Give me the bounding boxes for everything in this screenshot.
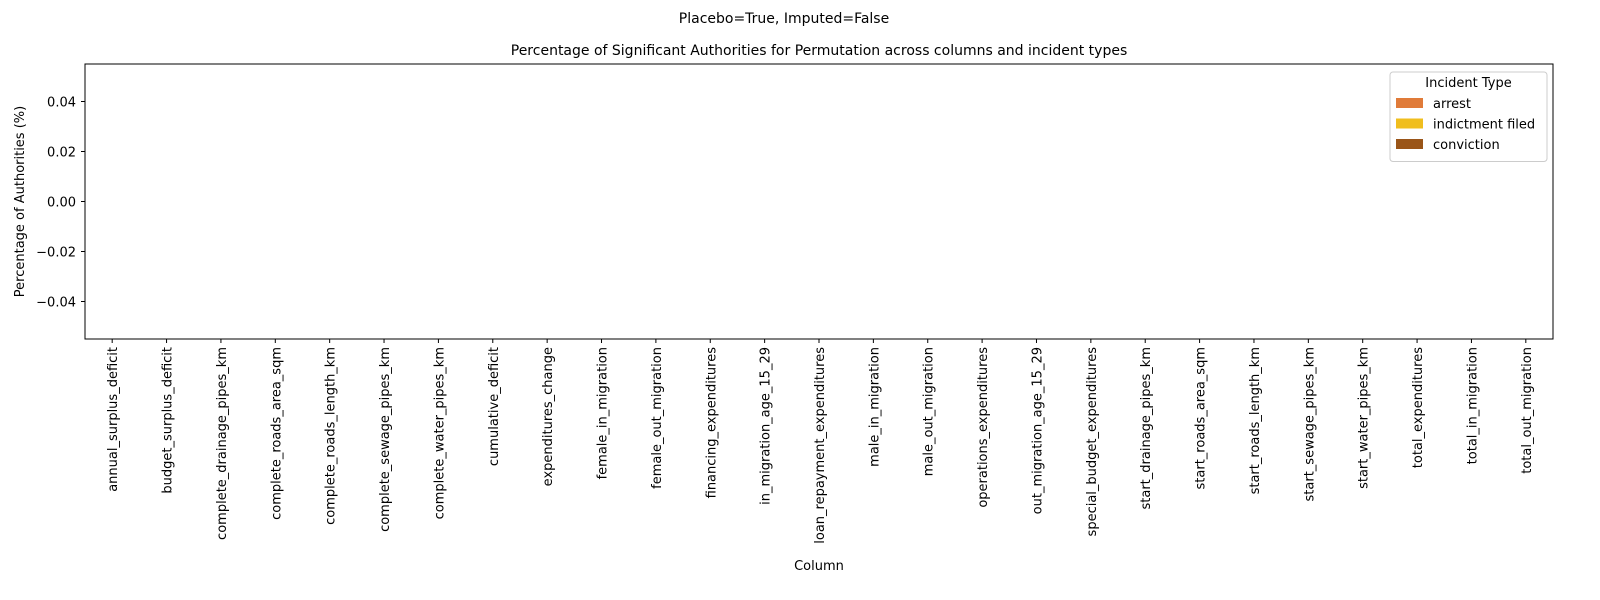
x-tick-label: start_drainage_pipes_km xyxy=(1139,347,1154,510)
x-tick-label: in_migration_age_15_29 xyxy=(759,347,774,505)
plot-frame xyxy=(84,63,1554,340)
y-tick-label: −0.02 xyxy=(36,246,76,261)
x-tick-label: operations_expenditures xyxy=(976,347,991,508)
chart-title: Percentage of Significant Authorities fo… xyxy=(511,43,1128,59)
x-tick-label: special_budget_expenditures xyxy=(1085,347,1100,537)
x-tick-label: female_in_migration xyxy=(596,347,611,479)
legend-swatch xyxy=(1396,139,1423,149)
x-tick-label: out_migration_age_15_29 xyxy=(1030,347,1045,514)
y-tick-label: −0.04 xyxy=(36,296,76,311)
x-tick-label: expenditures_change xyxy=(541,347,556,486)
x-tick-label: budget_surplus_deficit xyxy=(161,347,176,494)
x-tick-label: start_roads_length_km xyxy=(1248,347,1263,494)
x-tick-label: total_out_migration xyxy=(1520,347,1535,474)
x-tick-label: financing_expenditures xyxy=(704,347,719,499)
x-tick-label: start_water_pipes_km xyxy=(1357,347,1372,489)
x-tick-label: complete_sewage_pipes_km xyxy=(378,347,393,532)
x-tick-label: start_sewage_pipes_km xyxy=(1302,347,1317,501)
x-tick-label: complete_drainage_pipes_km xyxy=(215,347,230,540)
x-tick-label: male_out_migration xyxy=(922,347,937,476)
x-tick-label: complete_water_pipes_km xyxy=(432,347,447,519)
x-axis-label: Column xyxy=(794,559,844,574)
x-tick-label: female_out_migration xyxy=(650,347,665,489)
x-tick-label: total_expenditures xyxy=(1411,347,1426,468)
legend-title: Incident Type xyxy=(1425,76,1511,91)
x-tick-label: total_in_migration xyxy=(1465,347,1480,464)
x-tick-label: complete_roads_area_sqm xyxy=(269,347,284,520)
y-axis-label: Percentage of Authorities (%) xyxy=(13,106,28,297)
x-tick-label: male_in_migration xyxy=(867,347,882,467)
legend-label: arrest xyxy=(1433,97,1471,112)
x-tick-label: cumulative_deficit xyxy=(487,347,502,466)
x-tick-label: loan_repayment_expenditures xyxy=(813,347,828,544)
y-tick-label: 0.02 xyxy=(47,146,76,161)
y-tick-label: 0.04 xyxy=(47,96,76,111)
x-tick-label: start_roads_area_sqm xyxy=(1194,347,1209,489)
chart-suptitle: Placebo=True, Imputed=False xyxy=(679,11,889,27)
y-tick-label: 0.00 xyxy=(47,196,76,211)
legend-label: conviction xyxy=(1433,138,1500,153)
x-tick-label: annual_surplus_deficit xyxy=(106,347,121,492)
legend-swatch xyxy=(1396,98,1423,108)
legend-swatch xyxy=(1396,118,1423,129)
x-tick-label: complete_roads_length_km xyxy=(324,347,339,525)
legend-label: indictment filed xyxy=(1433,118,1535,133)
legend-box xyxy=(1389,71,1548,162)
